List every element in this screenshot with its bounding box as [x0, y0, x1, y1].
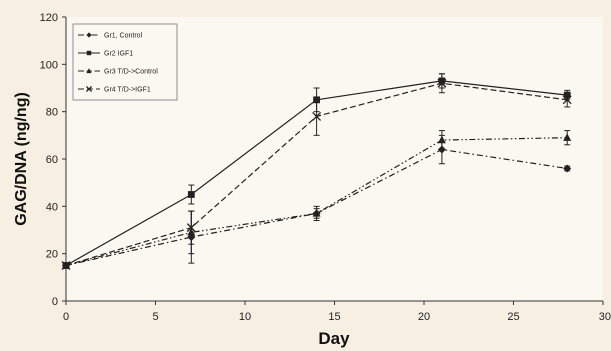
x-axis-title: Day [318, 329, 350, 348]
legend-label: Gr3 T/D->Control [104, 69, 158, 76]
data-point-marker [437, 135, 446, 144]
data-point-marker [86, 50, 92, 56]
y-tick-label: 0 [52, 296, 58, 308]
data-point-marker [312, 111, 322, 121]
y-tick-label: 40 [46, 201, 58, 213]
legend-label: Gr1, Control [104, 33, 143, 40]
x-tick-label: 30 [599, 311, 611, 323]
y-tick-label: 20 [46, 249, 58, 261]
marker-stroke [562, 95, 572, 105]
marker-stroke [186, 223, 196, 233]
series-line [65, 148, 568, 267]
x-tick-label: 0 [63, 311, 69, 323]
x-tick-label: 5 [152, 311, 158, 323]
data-point-marker [86, 32, 92, 38]
y-tick-label: 80 [46, 107, 58, 119]
marker-stroke [312, 111, 322, 121]
y-tick-label: 60 [46, 154, 58, 166]
marker-stroke [437, 78, 447, 88]
data-point-marker [563, 133, 572, 141]
data-point-marker [437, 78, 447, 88]
legend-item: Gr4 T/D->IGF1 [78, 85, 151, 94]
data-point-marker [85, 85, 93, 93]
data-point-marker [86, 68, 92, 74]
y-tick-label: 100 [40, 59, 58, 71]
x-tick-label: 10 [239, 311, 251, 323]
data-point-marker [312, 209, 321, 217]
x-tick-label: 25 [507, 311, 519, 323]
x-tick-label: 15 [328, 311, 340, 323]
legend-label: Gr4 T/D->IGF1 [104, 87, 151, 94]
y-tick-label: 120 [40, 12, 58, 24]
marker-stroke [61, 261, 71, 270]
legend-label: Gr2 IGF1 [104, 51, 133, 58]
legend-item: Gr1, Control [78, 32, 143, 40]
x-tick-label: 20 [418, 311, 430, 323]
legend-item: Gr2 IGF1 [78, 51, 133, 58]
series-4 [61, 73, 572, 270]
series-layer [61, 73, 572, 270]
data-point-marker [61, 261, 71, 270]
legend: Gr1, Control Gr2 IGF1 Gr3 T/D->Control Gr4 … [72, 23, 178, 101]
legend-item: Gr3 T/D->Control [78, 68, 158, 76]
data-point-marker [186, 223, 196, 233]
marker-stroke [85, 85, 93, 93]
axes: 0 5 10 15 20 25 30 0 20 40 60 80 100 120 [40, 12, 611, 323]
data-point-marker [562, 95, 572, 105]
y-axis-title: GAG/DNA (ng/ng) [13, 92, 30, 226]
data-point-marker [187, 191, 195, 198]
data-point-marker [563, 164, 572, 173]
